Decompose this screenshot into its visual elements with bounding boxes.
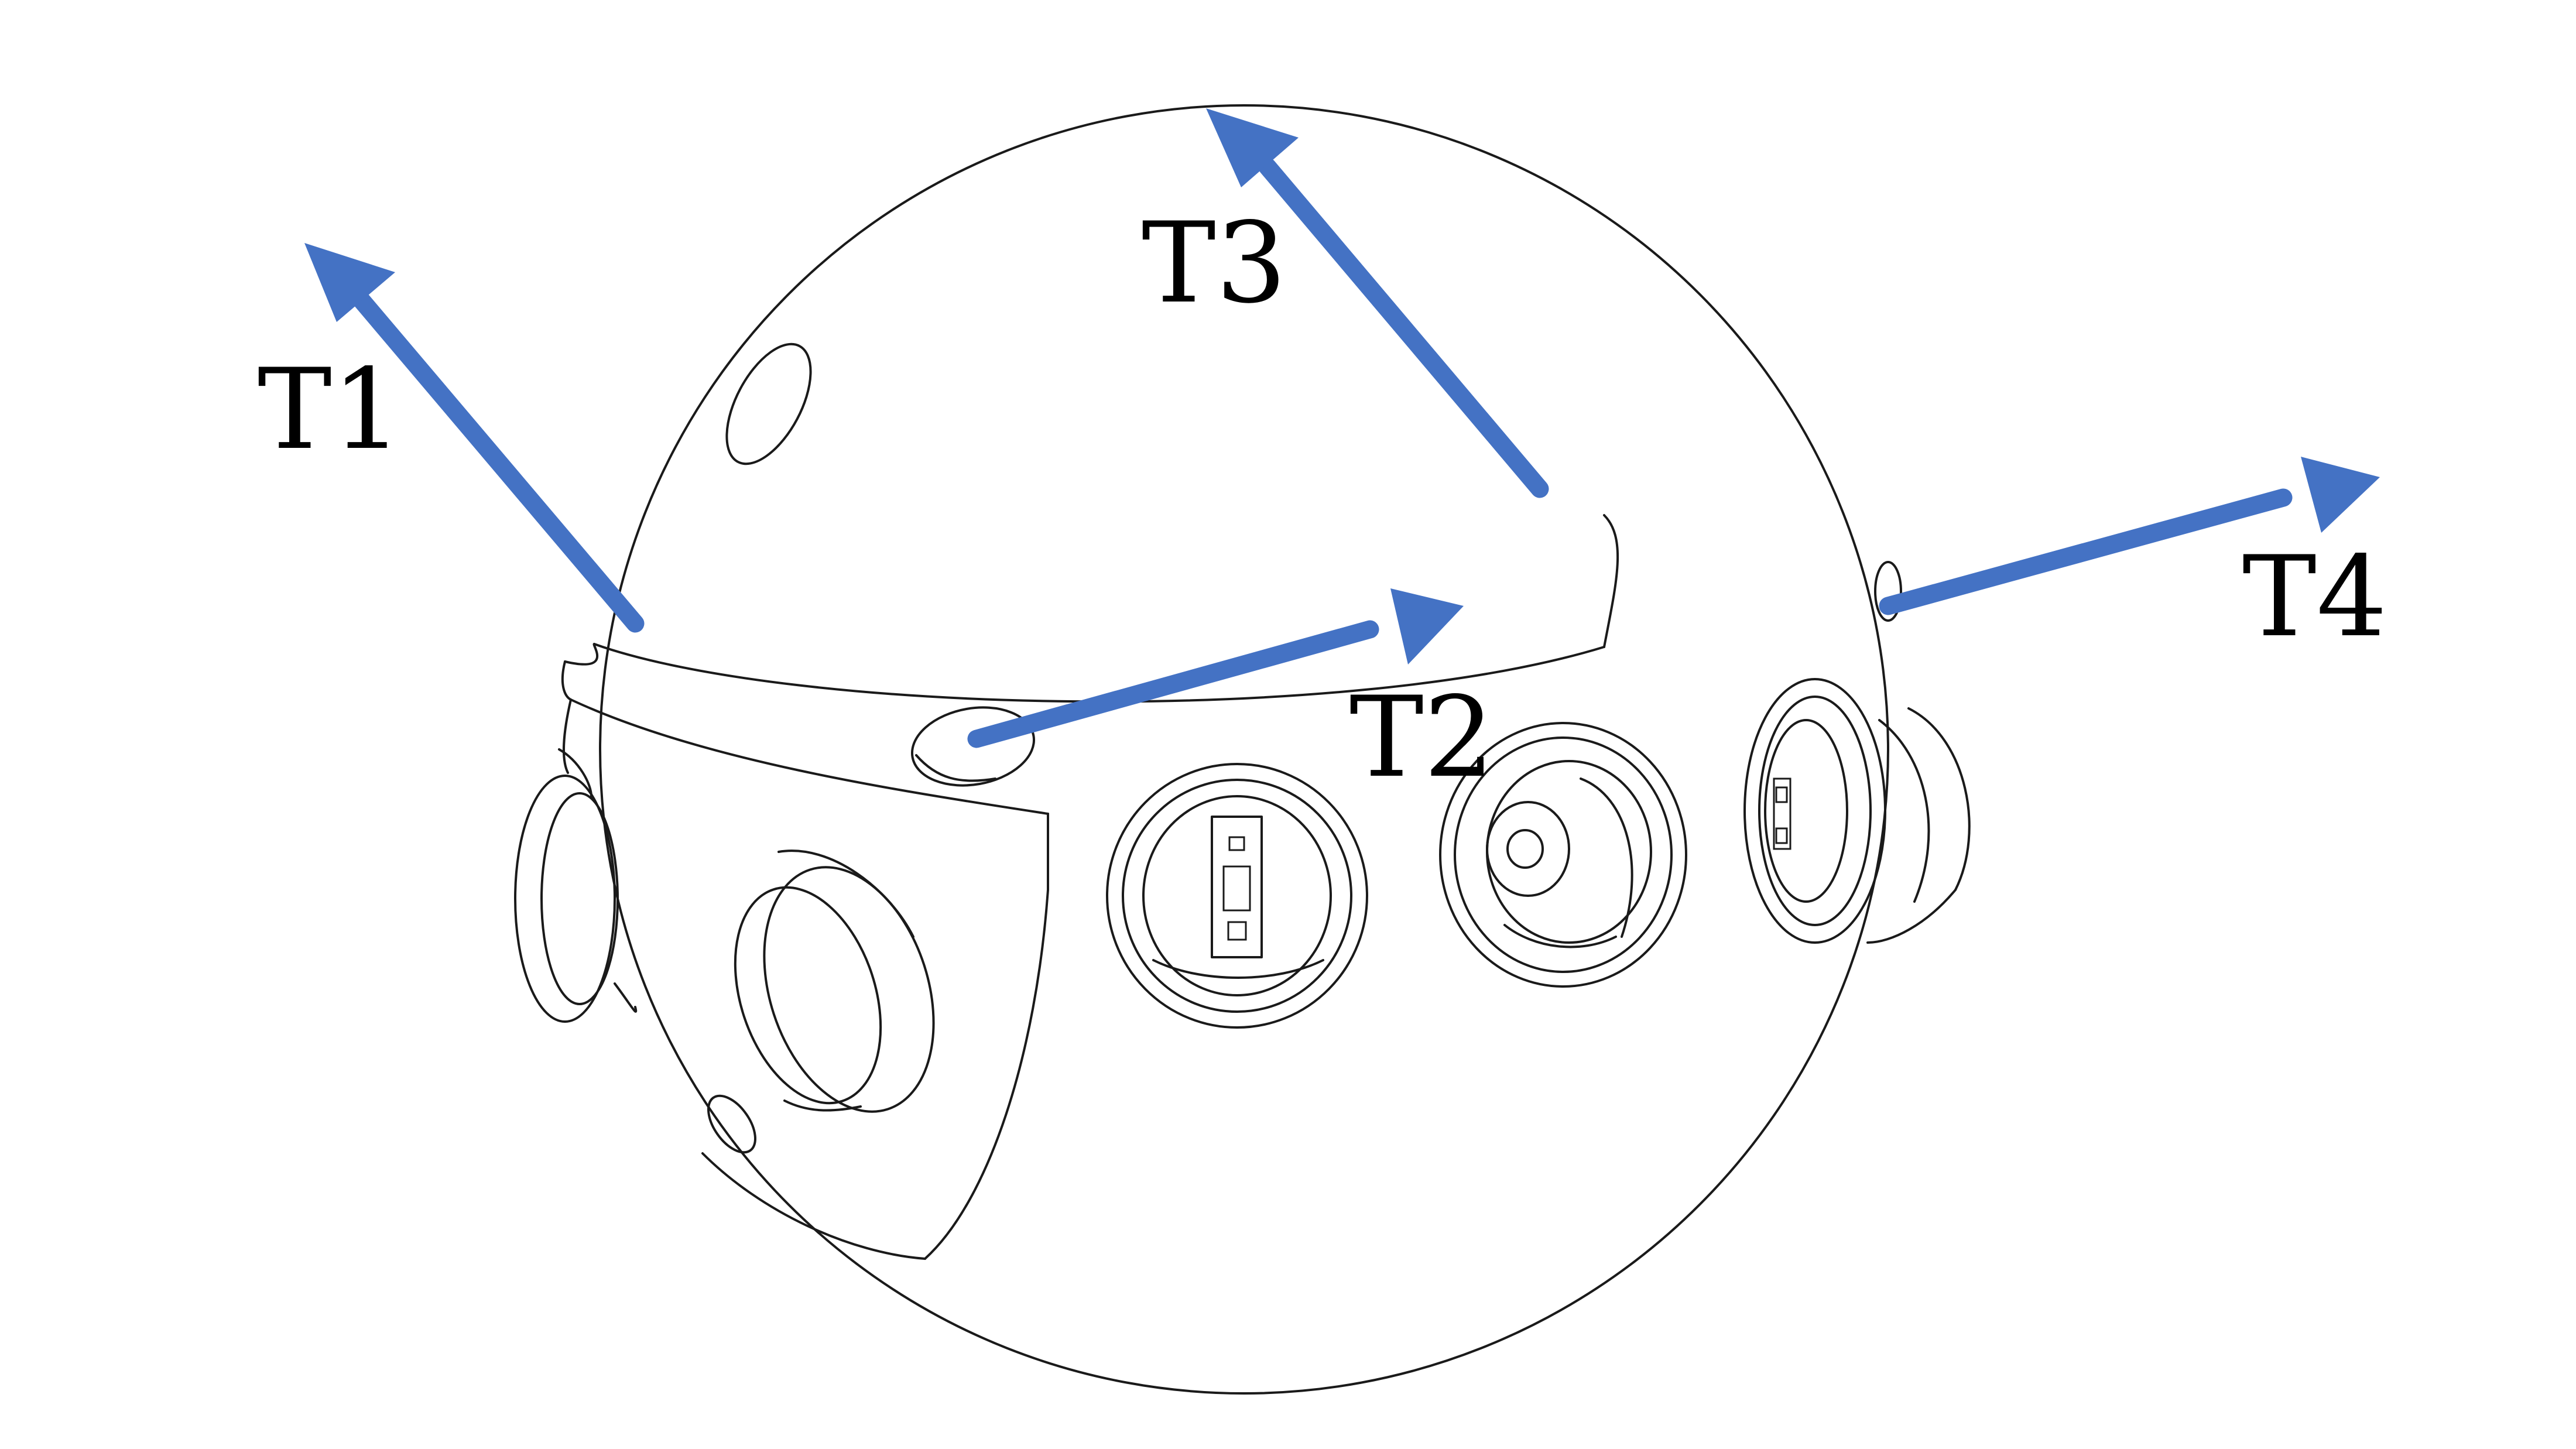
arrow-t3 [1206, 108, 1549, 498]
label-t2: T2 [1349, 673, 1495, 802]
lower-left-panel-bottom [701, 1152, 926, 1260]
label-t3: T3 [1142, 198, 1287, 328]
lower-left-panel-side [563, 698, 572, 774]
dome-seam [593, 643, 1605, 703]
sphere-outline [599, 104, 1889, 1395]
seam-port [910, 706, 1036, 787]
front-port-switch [1106, 763, 1368, 1029]
arrow-t2 [967, 588, 1464, 748]
lower-left-port [707, 1094, 756, 1154]
dome-seam-lip [564, 643, 599, 666]
arrows [304, 108, 2380, 748]
dome-port [725, 342, 812, 465]
band-lower-edge [570, 698, 1049, 815]
arrow-t4 [1879, 457, 2380, 615]
arrow-t1 [304, 243, 645, 633]
left-side-connector [514, 748, 638, 1023]
labels: T1 T2 T3 T4 [258, 198, 2387, 802]
lower-left-panel [924, 813, 1049, 1260]
band-left-arc [561, 660, 572, 701]
dome-seam-right [1603, 514, 1619, 648]
label-t4: T4 [2242, 532, 2387, 662]
sphere-body [514, 104, 1971, 1395]
right-side-connector [1866, 561, 1971, 944]
label-t1: T1 [258, 345, 403, 474]
front-port-lens [1439, 722, 1687, 988]
angled-connector [734, 849, 935, 1113]
seam-port-inner [915, 754, 996, 782]
front-port-right [1743, 678, 1886, 944]
